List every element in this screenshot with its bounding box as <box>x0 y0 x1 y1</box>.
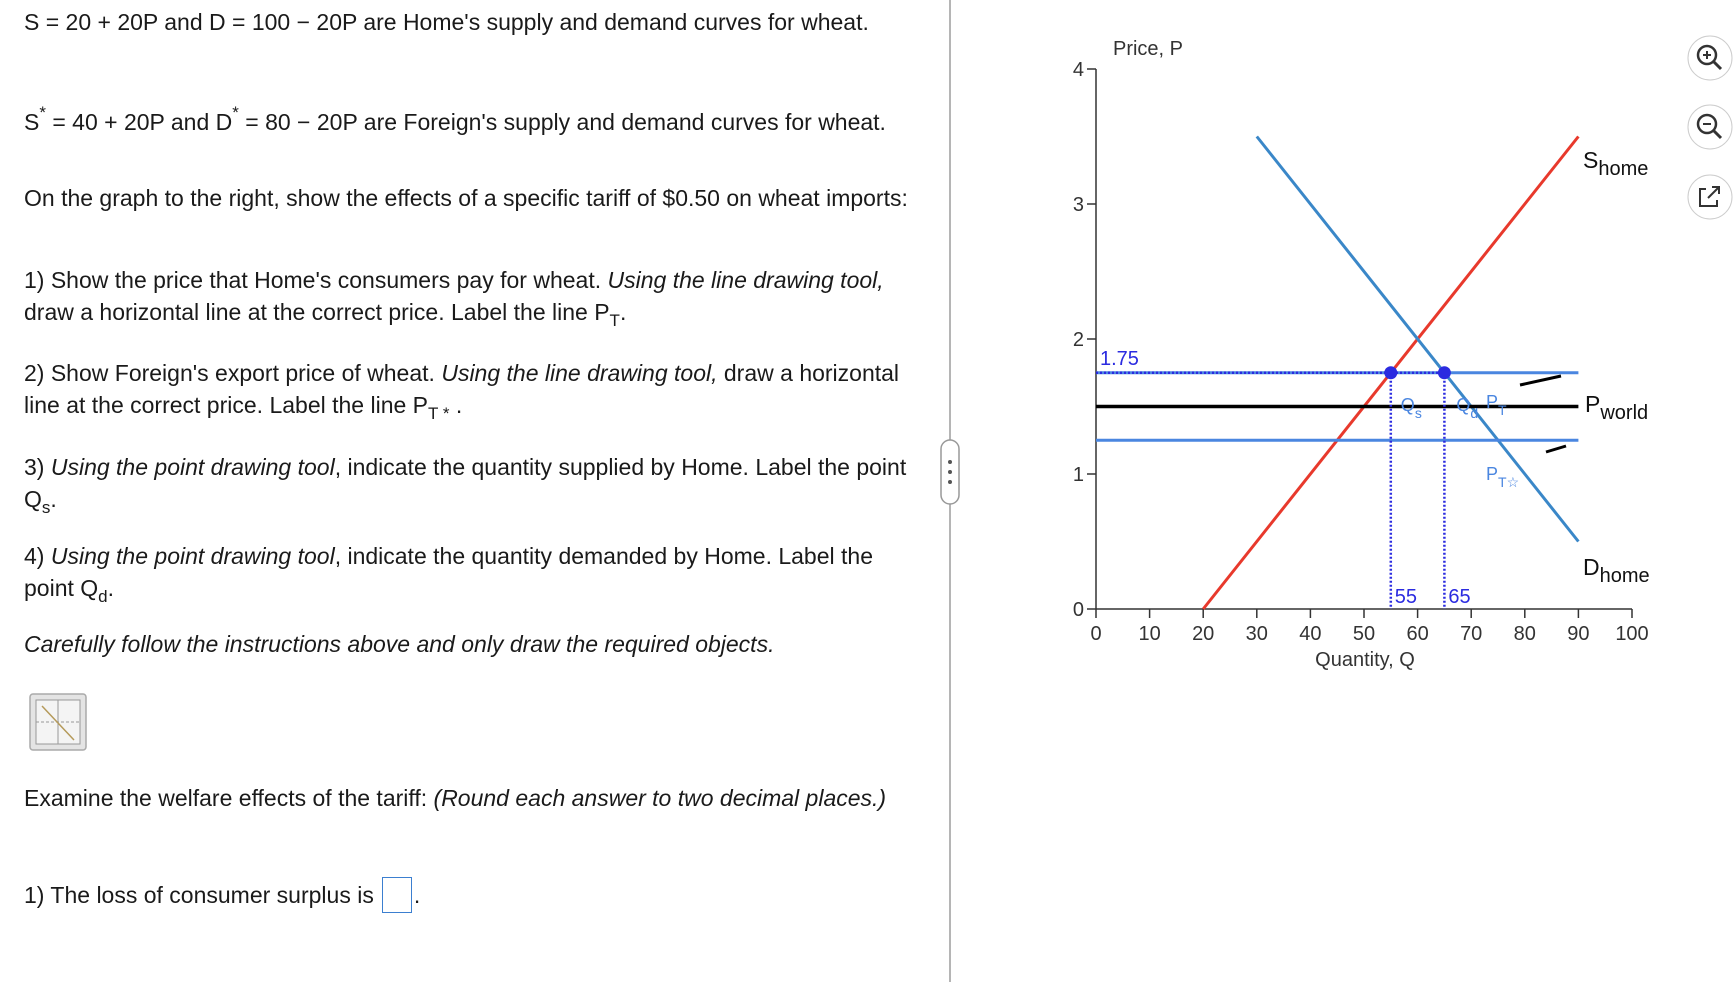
curve-label: Qs <box>1401 395 1422 421</box>
text-segment: 2) Show Foreign's export price of wheat. <box>24 360 442 386</box>
paragraph: S* = 40 + 20P and D* = 80 − 20P are Fore… <box>24 97 924 138</box>
line-handle[interactable] <box>1519 374 1562 387</box>
text-segment: = 80 − 20P are Foreign's supply and dema… <box>238 109 886 135</box>
text-segment: * <box>232 103 239 122</box>
label-sub: world <box>1599 402 1648 424</box>
answer-input[interactable] <box>381 877 412 913</box>
paragraph: Carefully follow the instructions above … <box>24 628 924 660</box>
label-main: D <box>1583 554 1600 580</box>
handle-dot <box>948 470 952 474</box>
text-segment: Carefully follow the instructions above … <box>24 631 775 657</box>
text-segment: Using the point drawing tool <box>50 454 335 480</box>
x-value-label: 65 <box>1448 586 1470 608</box>
x-value-label: 55 <box>1395 586 1417 608</box>
label-main: Q <box>1401 395 1415 415</box>
text-segment: . <box>107 575 115 601</box>
x-tick-label: 40 <box>1299 623 1321 645</box>
y-tick-label: 2 <box>1073 329 1084 351</box>
label-main: P <box>1486 392 1498 412</box>
handle-dot <box>948 460 952 464</box>
curve-label: PT <box>1486 392 1507 418</box>
text-segment: draw a horizontal line at the correct pr… <box>24 360 900 418</box>
text-segment: 3) <box>24 454 51 480</box>
series-line <box>1255 135 1580 543</box>
curve-label: Qd <box>1456 395 1478 421</box>
curve-label: PT☆ <box>1486 464 1519 490</box>
text-segment: Examine the welfare effects of the tarif… <box>24 785 434 811</box>
zoom-in-button[interactable] <box>1687 35 1733 81</box>
paragraph: 4) Using the point drawing tool, indicat… <box>24 540 924 613</box>
x-tick-label: 80 <box>1514 623 1536 645</box>
x-tick-label: 70 <box>1460 623 1482 645</box>
label-sub: T <box>1498 402 1507 418</box>
paragraph: On the graph to the right, show the effe… <box>24 182 924 214</box>
text-segment: On the graph to the right, show the effe… <box>24 185 908 211</box>
popout-button[interactable] <box>1687 174 1733 220</box>
text-segment: Using the line drawing tool, <box>441 360 718 386</box>
text-segment: S <box>24 109 40 135</box>
x-axis-title: Quantity, Q <box>1315 649 1415 671</box>
text-segment: d <box>98 587 108 606</box>
handle-dot <box>948 480 952 484</box>
x-tick-label: 20 <box>1192 623 1214 645</box>
y-value-label: 1.75 <box>1100 348 1139 370</box>
x-tick-label: 10 <box>1138 623 1160 645</box>
label-sub: home <box>1600 565 1650 587</box>
paragraph: 2) Show Foreign's export price of wheat.… <box>24 357 924 430</box>
label-main: P <box>1486 464 1498 484</box>
label-sub: T☆ <box>1498 474 1519 490</box>
curve-label: Dhome <box>1583 554 1650 587</box>
y-axis-title: Price, P <box>1113 38 1183 60</box>
label-sub: d <box>1470 405 1478 421</box>
x-tick-label: 100 <box>1615 623 1648 645</box>
text-segment: Using the line drawing tool, <box>607 267 884 293</box>
text-segment: , indicate the quantity demanded by Home… <box>24 543 873 601</box>
x-tick-label: 90 <box>1567 623 1589 645</box>
text-segment: S = 20 + 20P and D = 100 − 20P are Home'… <box>24 9 869 35</box>
prompt-text: . <box>413 882 421 908</box>
zoom-out-button[interactable] <box>1687 104 1733 150</box>
text-segment: . <box>449 392 463 418</box>
y-tick-label: 3 <box>1073 194 1084 216</box>
text-segment: T * <box>428 404 450 423</box>
text-segment: 1) Show the price that Home's consumers … <box>24 267 608 293</box>
label-sub: home <box>1598 158 1648 180</box>
curve-label: Shome <box>1583 147 1648 180</box>
text-segment: . <box>50 486 57 512</box>
answer-prompt: 1) The loss of consumer surplus is. <box>24 877 924 913</box>
y-tick-label: 0 <box>1073 599 1084 621</box>
x-tick-label: 50 <box>1353 623 1375 645</box>
text-segment: , indicate the quantity supplied by Home… <box>24 454 907 512</box>
line-handle[interactable] <box>1545 444 1567 454</box>
text-segment: . <box>619 299 627 325</box>
prompt-text: 1) The loss of consumer surplus is <box>24 882 374 908</box>
text-segment: = 40 + 20P and D <box>45 109 233 135</box>
text-segment: draw a horizontal line at the correct pr… <box>24 299 610 325</box>
label-main: Q <box>1456 395 1470 415</box>
point <box>1384 366 1398 380</box>
y-tick-label: 4 <box>1073 59 1084 81</box>
paragraph: S = 20 + 20P and D = 100 − 20P are Home'… <box>24 6 924 38</box>
text-segment: s <box>41 498 51 517</box>
text-segment: (Round each answer to two decimal places… <box>433 785 887 811</box>
paragraph: 3) Using the point drawing tool, indicat… <box>24 451 924 524</box>
text-segment: Using the point drawing tool <box>50 543 335 569</box>
x-tick-label: 0 <box>1090 623 1101 645</box>
paragraph: 1) Show the price that Home's consumers … <box>24 264 924 337</box>
graph-tool-icon[interactable] <box>29 693 87 751</box>
x-tick-label: 60 <box>1406 623 1428 645</box>
label-sub: s <box>1415 405 1422 421</box>
point <box>1437 366 1451 380</box>
text-segment: * <box>39 103 46 122</box>
paragraph: Examine the welfare effects of the tarif… <box>24 782 924 814</box>
text-segment: 4) <box>24 543 51 569</box>
label-main: S <box>1583 147 1598 173</box>
curve-label: Pworld <box>1585 391 1648 424</box>
y-tick-label: 1 <box>1073 464 1084 486</box>
label-main: P <box>1585 391 1600 417</box>
x-tick-label: 30 <box>1246 623 1268 645</box>
text-segment: T <box>609 311 620 330</box>
